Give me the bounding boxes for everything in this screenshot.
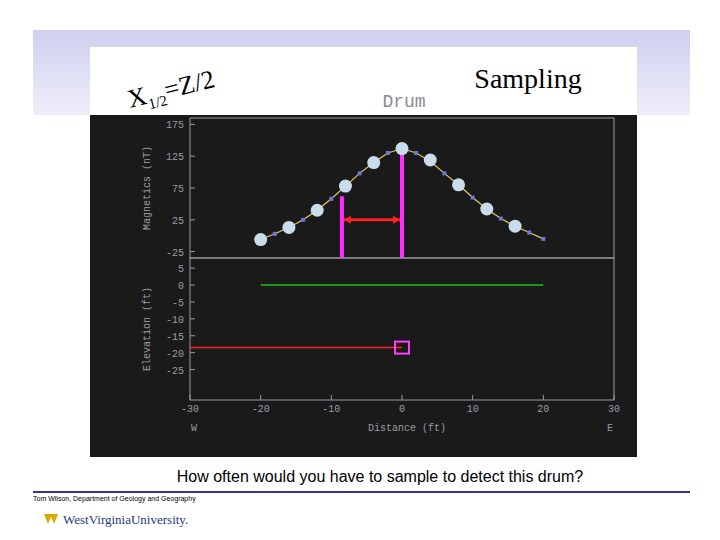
x-tick (260, 395, 261, 400)
y-tick-label: -15 (166, 332, 184, 343)
y-axis-label: Magnetics (nT) (142, 146, 153, 230)
x-end-label: W (191, 423, 197, 434)
y-tick (190, 188, 195, 189)
heading: Sampling (474, 63, 581, 94)
series-line (261, 149, 544, 240)
y-tick (190, 124, 195, 125)
x-axis-label: Distance (ft) (368, 423, 446, 434)
profile-point (273, 232, 277, 236)
x-tick (331, 395, 332, 400)
profile-point (541, 237, 545, 241)
footer: Tom Wilson, Department of Geology and Ge… (33, 495, 196, 503)
y-tick-label: -25 (166, 248, 184, 259)
rule (33, 491, 690, 493)
y-axis-label: Elevation (ft) (142, 287, 153, 371)
sample-point (480, 203, 493, 216)
y-tick (190, 301, 195, 302)
sample-point (282, 221, 295, 234)
sample-point (452, 178, 465, 191)
data-layer (254, 142, 545, 258)
sample-point (367, 156, 380, 169)
y-tick-label: 0 (178, 281, 184, 292)
y-tick-label: 175 (166, 120, 184, 131)
y-tick-label: 75 (172, 184, 184, 195)
x-tick-label: -20 (252, 404, 270, 415)
x-end-label: E (607, 423, 613, 434)
plot-frame (190, 118, 614, 258)
x-tick-label: -10 (322, 404, 340, 415)
profile-point (527, 231, 531, 235)
formula-text: X1/2=Z/2 (124, 64, 218, 117)
x-tick-label: 20 (537, 404, 549, 415)
profile-point (301, 218, 305, 222)
y-tick-label: -20 (166, 349, 184, 360)
panel-0: -25 25 75 125 175 Magnetics (nT) (142, 118, 614, 259)
series-line (261, 284, 544, 286)
profile-point (499, 217, 503, 221)
chart-header (90, 47, 637, 115)
chart-title: Drum (382, 92, 425, 112)
panel-1: 5 0 -5 -10 -15 -20 -25 -30 -20 -10 0 10 20 30 Elevatio… (142, 258, 620, 434)
y-tick (190, 318, 195, 319)
slide: Sampling X1/2=Z/2 -25 25 75 125 175 Magnetics (… (0, 0, 720, 540)
plot-frame (190, 258, 614, 400)
y-tick-label: -10 (166, 315, 184, 326)
profile-point (471, 196, 475, 200)
data-layer (190, 285, 543, 354)
sample-point (254, 233, 267, 246)
half-width-marker (400, 149, 404, 258)
drum (395, 342, 409, 354)
formula-rest: =Z/2 (161, 64, 217, 104)
y-tick (190, 285, 195, 286)
profile-point (442, 171, 446, 175)
sample-point (311, 204, 324, 217)
x-tick-label: 10 (467, 404, 479, 415)
profile-point (358, 171, 362, 175)
arrow-head (393, 216, 400, 224)
logo: WestVirginiaUniversity. (63, 512, 188, 527)
profile-point (329, 197, 333, 201)
y-tick (190, 268, 195, 269)
sample-point (424, 154, 437, 167)
y-tick (190, 352, 195, 353)
x-tick-label: 30 (608, 404, 620, 415)
formula: X1/2=Z/2 (124, 64, 218, 117)
half-width-arrow (344, 218, 400, 221)
profile-point (386, 151, 390, 155)
y-tick (190, 156, 195, 157)
series-line (190, 347, 402, 349)
x-tick-label: -30 (181, 404, 199, 415)
y-tick-label: 25 (172, 216, 184, 227)
y-tick-label: -25 (166, 366, 184, 377)
logo-mark (44, 514, 58, 524)
x-tick (190, 395, 191, 400)
sample-point (339, 180, 352, 193)
x-tick (402, 395, 403, 400)
y-tick-label: -5 (172, 298, 184, 309)
y-tick-label: 5 (178, 264, 184, 275)
banner (33, 30, 690, 115)
arrow-head (344, 216, 351, 224)
sample-point (509, 220, 522, 233)
y-tick-label: 125 (166, 152, 184, 163)
chart-box (90, 115, 637, 457)
profile-point (414, 151, 418, 155)
y-tick (190, 219, 195, 220)
y-tick (190, 251, 195, 252)
y-tick (190, 335, 195, 336)
x-tick (543, 395, 544, 400)
y-tick (190, 369, 195, 370)
x-tick (614, 395, 615, 400)
half-width-marker (340, 196, 344, 258)
x-tick (472, 395, 473, 400)
sample-point (396, 142, 409, 155)
x-tick-label: 0 (399, 404, 405, 415)
caption: How often would you have to sample to de… (177, 468, 584, 485)
